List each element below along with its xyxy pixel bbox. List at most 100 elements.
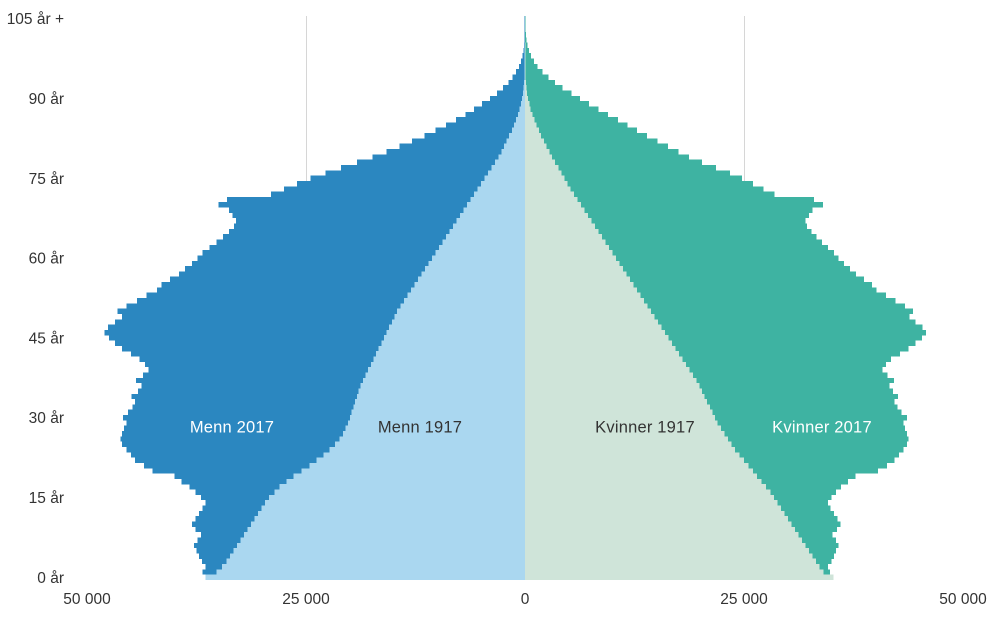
bar — [269, 494, 525, 501]
bar — [108, 324, 526, 330]
bar — [122, 415, 525, 421]
bar — [524, 42, 525, 48]
bar — [525, 356, 683, 362]
bar — [157, 287, 525, 293]
y-axis-tick-label: 45 år — [29, 330, 64, 347]
bar — [525, 548, 809, 554]
bar — [525, 505, 781, 511]
bar — [525, 143, 668, 150]
bar — [115, 319, 526, 325]
bar — [525, 271, 627, 277]
bar — [148, 367, 525, 373]
bar — [525, 276, 631, 283]
bar — [131, 393, 525, 400]
bar — [495, 159, 525, 166]
bar — [525, 117, 618, 123]
bar — [525, 574, 834, 581]
bar — [514, 122, 525, 128]
bar — [525, 164, 559, 171]
bar — [126, 303, 526, 309]
bar — [362, 377, 525, 384]
bar — [481, 180, 525, 187]
bar — [233, 548, 526, 554]
bar — [525, 388, 893, 394]
bar — [227, 196, 525, 203]
y-axis-tick-label: 15 år — [29, 490, 64, 507]
bar — [520, 101, 525, 107]
bar — [525, 138, 658, 144]
bar — [525, 228, 599, 235]
bar — [439, 244, 525, 251]
bar — [524, 74, 525, 80]
bar — [310, 175, 525, 181]
bar — [525, 95, 581, 102]
bar — [243, 532, 525, 538]
bar — [525, 244, 829, 251]
bar — [524, 26, 525, 33]
bar — [202, 250, 525, 256]
bar — [240, 537, 526, 543]
bar — [323, 452, 525, 458]
bar — [525, 473, 758, 479]
bar — [525, 154, 689, 160]
bars-kvinner-1917 — [525, 42, 834, 581]
bar — [525, 409, 713, 416]
bar — [525, 468, 753, 474]
bar — [525, 74, 549, 80]
bar — [525, 122, 628, 128]
bar — [428, 260, 525, 267]
bar — [525, 255, 839, 261]
bar — [525, 383, 890, 389]
bar — [135, 399, 525, 405]
bar — [122, 313, 525, 320]
bar — [525, 319, 659, 325]
bar — [525, 329, 927, 336]
bar — [488, 170, 525, 176]
bar — [525, 170, 562, 176]
y-axis-tick-label: 0 år — [37, 570, 64, 587]
bar — [525, 292, 641, 299]
bar — [474, 106, 525, 112]
bar — [525, 266, 624, 272]
bar — [126, 446, 526, 453]
bar — [250, 521, 525, 527]
bar — [525, 388, 702, 394]
bar — [414, 282, 525, 288]
bar — [316, 457, 525, 463]
bar — [386, 149, 525, 155]
bar — [228, 207, 526, 213]
bar — [525, 63, 526, 70]
bar — [525, 127, 638, 134]
bar — [226, 558, 525, 565]
x-axis-tick-label: 25 000 — [720, 591, 768, 608]
bar — [449, 228, 525, 235]
bar — [525, 308, 652, 315]
bar — [525, 415, 907, 421]
bar — [234, 223, 525, 229]
y-axis-labels: 0 år 15 år 30 år 45 år 60 år 75 år 90 år 105 år… — [7, 11, 64, 587]
bar — [446, 122, 525, 128]
bar — [506, 138, 525, 144]
bar — [525, 345, 676, 352]
bar — [286, 478, 525, 485]
bar — [325, 170, 525, 176]
bar — [525, 180, 753, 187]
series-label-kvinner-1917: Kvinner 1917 — [595, 418, 695, 437]
bar — [525, 313, 910, 320]
bar — [516, 69, 525, 75]
bar — [525, 239, 606, 245]
bar — [122, 431, 525, 437]
bar — [523, 47, 525, 54]
bar — [284, 186, 525, 192]
bar — [525, 356, 892, 362]
y-axis-tick-label: 30 år — [29, 410, 64, 427]
bar — [525, 58, 526, 64]
bar — [525, 101, 530, 107]
bar — [509, 133, 525, 139]
bar — [342, 431, 525, 437]
bar — [360, 383, 525, 389]
bar — [525, 53, 526, 59]
bar — [525, 324, 662, 330]
bar — [525, 90, 528, 96]
bar — [525, 202, 823, 208]
